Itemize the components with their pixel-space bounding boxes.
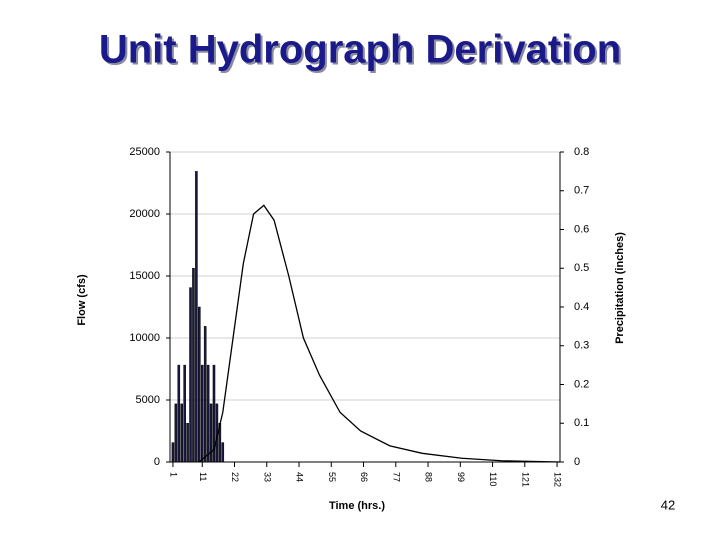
x-tick-label: 11 xyxy=(198,472,208,481)
x-tick-label: 55 xyxy=(327,472,337,482)
y-axis-title: Flow (cfs) xyxy=(76,274,88,326)
precip-bar xyxy=(192,268,195,463)
x-tick-label: 44 xyxy=(295,472,305,482)
y2-tick-label: 0.1 xyxy=(574,417,589,429)
y2-tick-label: 0.6 xyxy=(574,223,589,235)
x-axis-title: Time (hrs.) xyxy=(329,500,385,512)
y-tick-label: 5000 xyxy=(136,394,160,406)
precip-bar xyxy=(183,364,186,463)
x-tick-label: 88 xyxy=(424,472,434,482)
y-tick-label: 25000 xyxy=(129,146,160,158)
precip-bar xyxy=(221,442,225,463)
y2-tick-label: 0 xyxy=(574,456,580,468)
precip-bar xyxy=(198,306,201,463)
y2-tick-label: 0.2 xyxy=(574,378,589,390)
y2-tick-label: 0.4 xyxy=(574,301,589,313)
x-tick-label: 1 xyxy=(169,472,179,477)
precip-bar xyxy=(177,364,181,463)
y2-tick-label: 0.5 xyxy=(574,262,589,274)
precip-bar xyxy=(186,423,189,463)
precip-bar xyxy=(212,364,216,463)
y2-axis-title: Precipitation (inches) xyxy=(614,232,626,344)
precip-bar xyxy=(195,171,198,463)
x-tick-label: 77 xyxy=(391,472,401,482)
y-tick-label: 0 xyxy=(154,456,160,468)
x-tick-label: 121 xyxy=(520,472,530,487)
x-tick-label: 110 xyxy=(488,472,498,486)
y2-tick-label: 0.7 xyxy=(574,185,589,197)
precip-bar xyxy=(189,287,192,463)
y-tick-label: 20000 xyxy=(129,208,160,220)
x-tick-label: 66 xyxy=(359,472,369,482)
x-tick-label: 33 xyxy=(262,472,272,482)
precip-bar xyxy=(203,326,207,463)
flow-line xyxy=(198,204,561,463)
x-tick-label: 99 xyxy=(456,472,466,482)
x-tick-label: 132 xyxy=(553,472,563,487)
y2-tick-label: 0.3 xyxy=(574,340,589,352)
precip-bar xyxy=(209,403,213,463)
slide-title: Unit Hydrograph Derivation xyxy=(99,28,621,72)
precip-bar xyxy=(174,403,178,463)
y-tick-label: 10000 xyxy=(129,332,160,344)
precip-bar xyxy=(206,364,210,463)
x-tick-label: 22 xyxy=(230,472,240,482)
title-shadow: Unit Hydrograph Derivation xyxy=(101,30,623,74)
y2-tick-label: 0.8 xyxy=(574,146,589,158)
precip-bar xyxy=(180,403,184,463)
precip-bar xyxy=(171,442,175,463)
page-number: 42 xyxy=(661,497,675,512)
y-tick-label: 15000 xyxy=(129,270,160,282)
precip-bar xyxy=(200,364,204,463)
